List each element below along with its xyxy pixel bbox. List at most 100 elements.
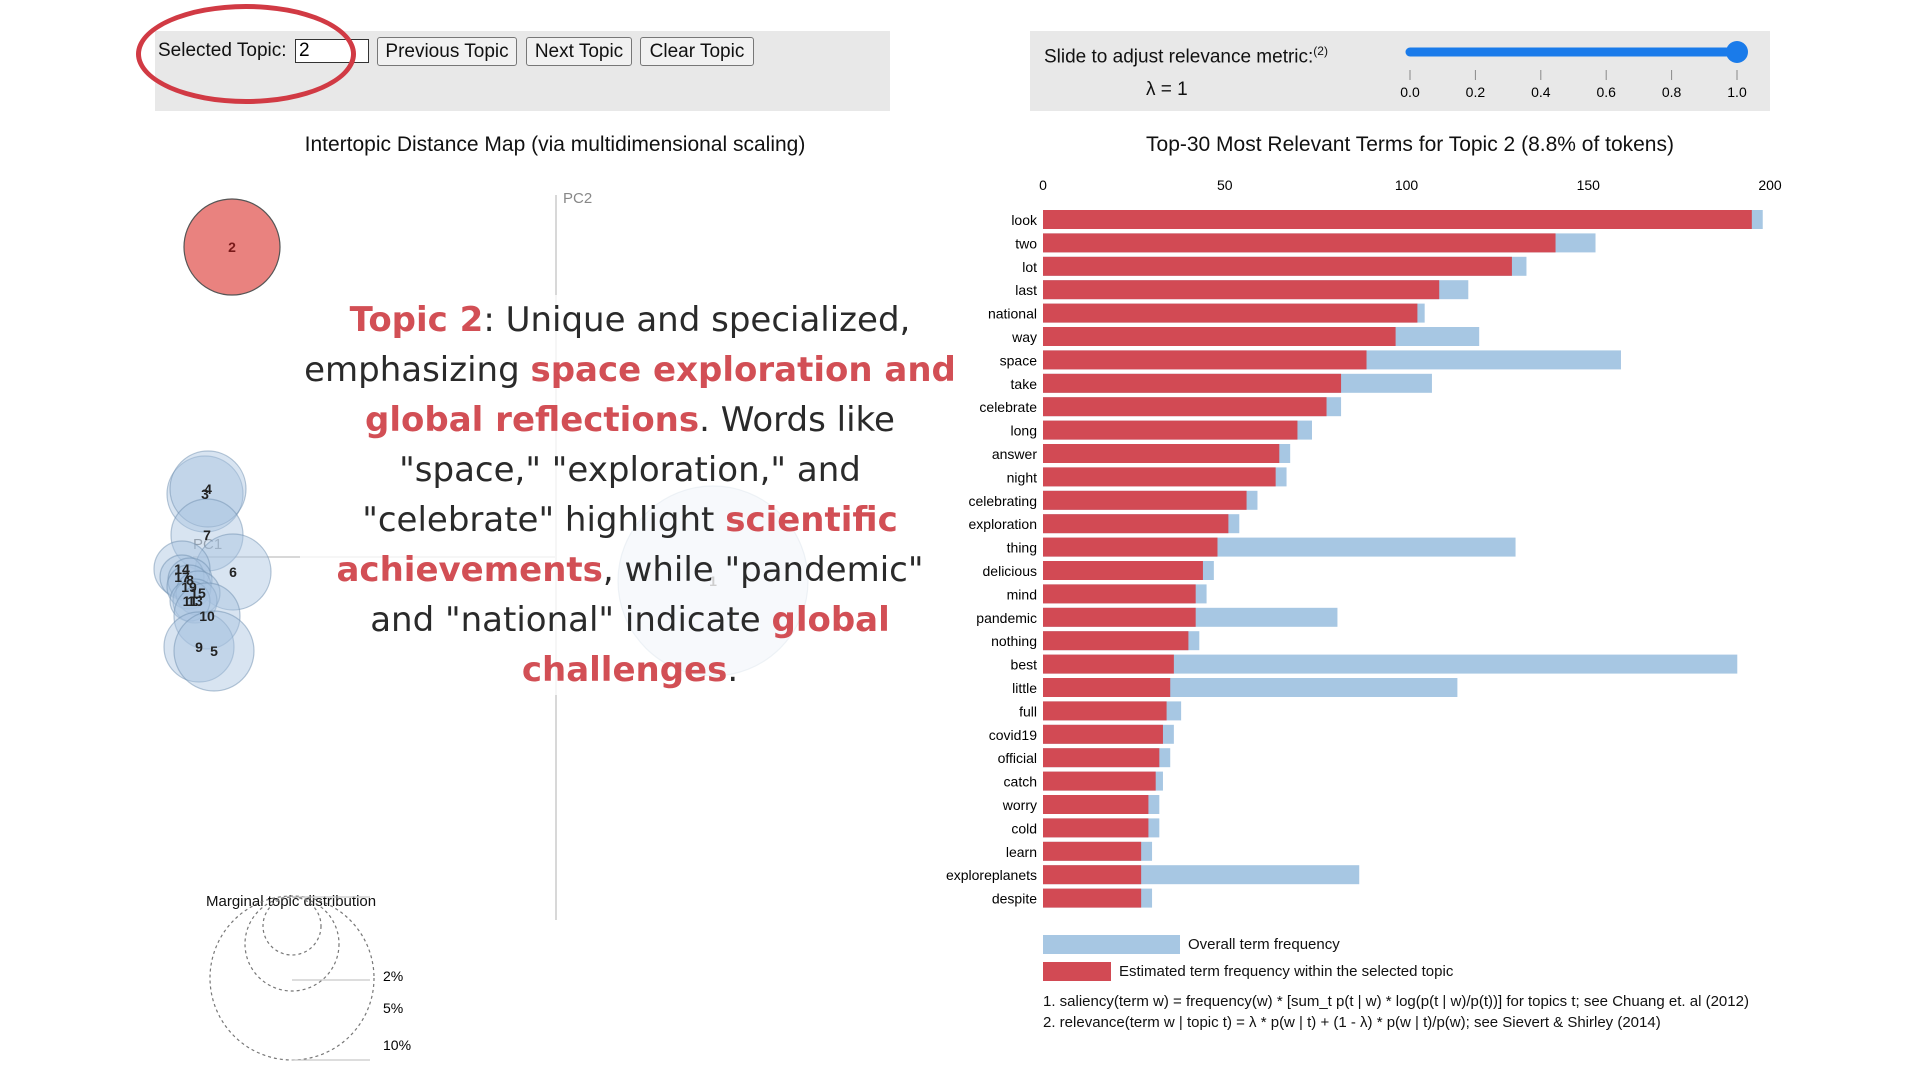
topic-bubble-15[interactable] <box>175 570 221 616</box>
bar-topic-thing[interactable] <box>1043 537 1218 557</box>
topic-bubble-4[interactable] <box>169 450 247 528</box>
previous-topic-button[interactable]: Previous Topic <box>377 37 517 66</box>
bar-topic-night[interactable] <box>1043 467 1276 487</box>
term-label-take[interactable]: take <box>1011 376 1038 392</box>
topic-bubble-9[interactable] <box>163 611 235 683</box>
bar-topic-exploration[interactable] <box>1043 514 1229 534</box>
term-label-two[interactable]: two <box>1015 235 1037 251</box>
bar-topic-nothing[interactable] <box>1043 631 1189 651</box>
bar-topic-exploreplanets[interactable] <box>1043 865 1142 885</box>
bar-topic-cold[interactable] <box>1043 818 1149 838</box>
term-label-thing[interactable]: thing <box>1007 540 1037 556</box>
term-label-worry[interactable]: worry <box>1002 797 1037 813</box>
term-label-best[interactable]: best <box>1011 657 1038 673</box>
slider-label: Slide to adjust relevance metric:(2) <box>1044 44 1328 68</box>
bar-topic-worry[interactable] <box>1043 795 1149 814</box>
bar-topic-celebrate[interactable] <box>1043 397 1327 417</box>
x-tick-label: 100 <box>1395 177 1419 193</box>
topic-bubble-3[interactable] <box>166 455 244 533</box>
x-tick-label: 0 <box>1039 177 1047 193</box>
bar-topic-space[interactable] <box>1043 350 1367 370</box>
term-label-way[interactable]: way <box>1011 329 1037 345</box>
term-label-mind[interactable]: mind <box>1007 586 1037 602</box>
annotation-highlight-global: global challenges <box>521 600 890 690</box>
term-label-celebrating[interactable]: celebrating <box>969 493 1038 509</box>
term-label-pandemic[interactable]: pandemic <box>976 610 1037 626</box>
term-label-answer[interactable]: answer <box>992 446 1037 462</box>
term-label-long[interactable]: long <box>1011 423 1037 439</box>
term-label-exploration[interactable]: exploration <box>969 516 1038 532</box>
intertopic-map-title: Intertopic Distance Map (via multidimens… <box>304 133 806 156</box>
topic-bubble-17[interactable] <box>159 554 205 600</box>
term-label-national[interactable]: national <box>988 306 1037 322</box>
bar-topic-official[interactable] <box>1043 748 1160 768</box>
bar-topic-take[interactable] <box>1043 373 1342 393</box>
bar-topic-way[interactable] <box>1043 327 1396 346</box>
term-label-official[interactable]: official <box>998 750 1037 766</box>
term-label-despite[interactable]: despite <box>992 891 1037 907</box>
topic-bubble-10[interactable] <box>173 582 241 650</box>
bar-topic-answer[interactable] <box>1043 444 1280 463</box>
term-label-learn[interactable]: learn <box>1006 844 1037 860</box>
relevance-footnote: 2. relevance(term w | topic t) = λ * p(w… <box>1043 1014 1661 1031</box>
term-label-space[interactable]: space <box>1000 352 1038 368</box>
term-label-night[interactable]: night <box>1007 469 1037 485</box>
topic-bubble-label-15: 15 <box>190 585 206 601</box>
bar-topic-despite[interactable] <box>1043 888 1142 908</box>
term-label-covid19[interactable]: covid19 <box>989 727 1037 743</box>
x-tick-label: 50 <box>1217 177 1233 193</box>
bar-topic-two[interactable] <box>1043 233 1556 253</box>
term-label-nothing[interactable]: nothing <box>991 633 1037 649</box>
marginal-circle-2 <box>262 896 322 956</box>
topic-bubble-label-8: 8 <box>186 572 194 588</box>
topic-bubble-19[interactable] <box>166 564 212 610</box>
bar-topic-mind[interactable] <box>1043 584 1196 604</box>
term-label-little[interactable]: little <box>1012 680 1037 696</box>
topic-bubble-label-7: 7 <box>203 527 211 543</box>
slider-thumb[interactable] <box>1726 41 1748 63</box>
term-label-cold[interactable]: cold <box>1011 820 1037 836</box>
term-label-lot[interactable]: lot <box>1022 259 1037 275</box>
next-topic-button[interactable]: Next Topic <box>526 37 632 66</box>
bar-chart-title: Top-30 Most Relevant Terms for Topic 2 (… <box>1146 133 1674 156</box>
bar-topic-full[interactable] <box>1043 701 1167 721</box>
bar-topic-look[interactable] <box>1043 210 1752 229</box>
slider-tick-label: 1.0 <box>1727 84 1747 100</box>
marginal-distribution-legend: 2% 5% 10% <box>209 895 411 1061</box>
selected-topic-highlight-circle <box>136 4 356 104</box>
topic-bubble-11[interactable] <box>169 580 211 622</box>
topic-bubble-2[interactable] <box>183 198 281 296</box>
topic-bubble-label-9: 9 <box>195 639 203 655</box>
term-label-celebrate[interactable]: celebrate <box>979 399 1037 415</box>
bar-topic-little[interactable] <box>1043 678 1171 697</box>
bar-topic-learn[interactable] <box>1043 841 1142 861</box>
bar-topic-celebrating[interactable] <box>1043 490 1247 510</box>
bar-topic-delicious[interactable] <box>1043 561 1203 580</box>
topic-bubble-5[interactable] <box>173 610 255 692</box>
x-tick-label: 200 <box>1758 177 1782 193</box>
bar-overall-best[interactable] <box>1043 654 1738 674</box>
lambda-value: λ = 1 <box>1146 79 1188 100</box>
bar-topic-national[interactable] <box>1043 303 1418 323</box>
term-label-look[interactable]: look <box>1011 212 1038 228</box>
bar-topic-covid19[interactable] <box>1043 724 1163 744</box>
bar-topic-catch[interactable] <box>1043 771 1156 791</box>
bar-topic-best[interactable] <box>1043 654 1174 674</box>
legend-swatch-overall <box>1043 935 1180 954</box>
annotation-part-4: . Words like "space," "exploration," and… <box>362 400 895 540</box>
term-label-full[interactable]: full <box>1019 703 1037 719</box>
term-label-delicious[interactable]: delicious <box>983 563 1037 579</box>
annotation-topic-name: Topic 2 <box>349 300 484 340</box>
topic-bubble-label-14: 14 <box>174 561 190 577</box>
term-label-last[interactable]: last <box>1015 282 1037 298</box>
clear-topic-button[interactable]: Clear Topic <box>640 37 754 66</box>
bar-topic-last[interactable] <box>1043 280 1440 300</box>
term-label-catch[interactable]: catch <box>1004 774 1037 790</box>
topic-bubble-label-3: 3 <box>201 486 209 502</box>
bar-topic-pandemic[interactable] <box>1043 607 1196 627</box>
bar-topic-long[interactable] <box>1043 420 1298 440</box>
term-label-exploreplanets[interactable]: exploreplanets <box>946 867 1037 883</box>
bar-topic-lot[interactable] <box>1043 256 1512 276</box>
